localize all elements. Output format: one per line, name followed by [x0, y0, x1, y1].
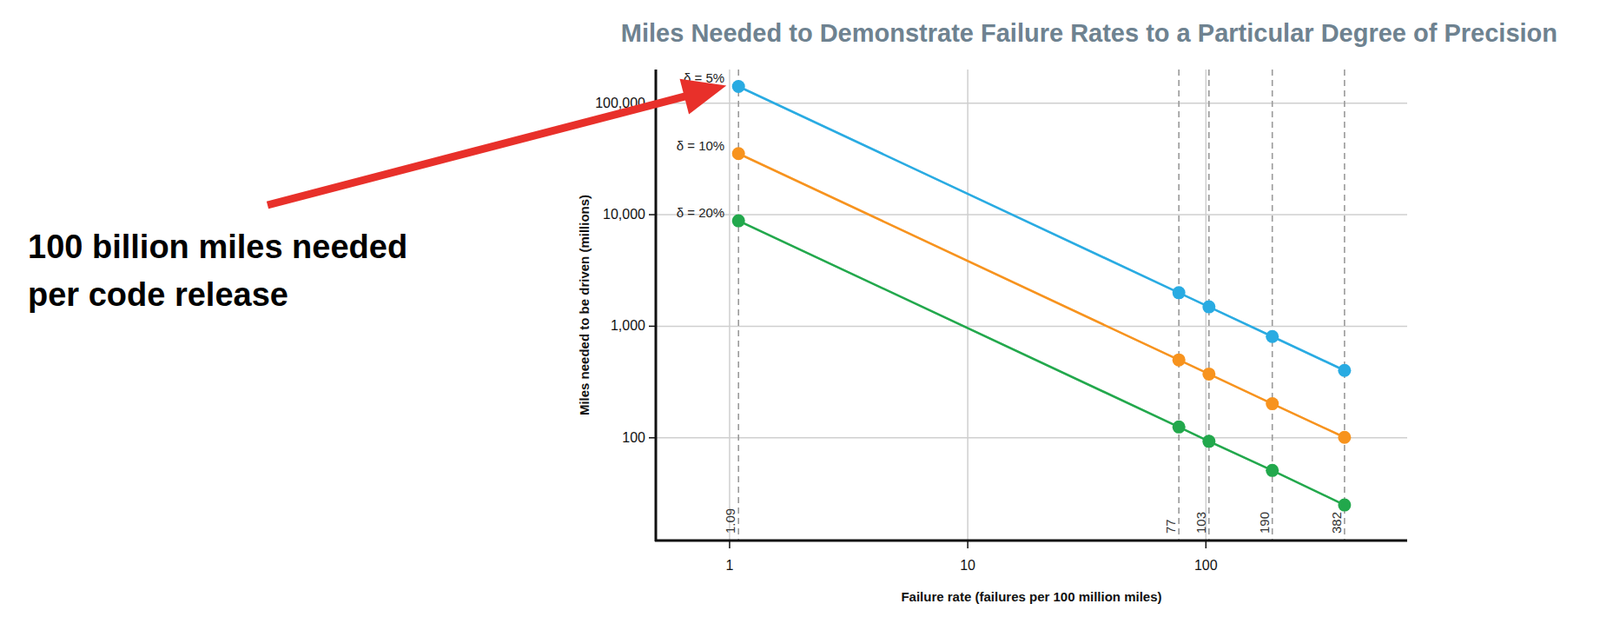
grid-line [655, 325, 1408, 328]
grid-line [728, 69, 731, 541]
y-tick [648, 325, 656, 328]
x-tick-label: 1 [725, 557, 734, 573]
reference-line [1343, 69, 1346, 541]
series-label: δ = 20% [676, 204, 725, 220]
data-point [1172, 353, 1186, 367]
x-tick [728, 540, 731, 549]
data-point [1172, 420, 1186, 434]
x-axis-label: Failure rate (failures per 100 million m… [900, 588, 1162, 604]
data-point [1265, 330, 1279, 344]
grid-line [655, 102, 1408, 105]
x-tick [1205, 540, 1208, 549]
y-tick [648, 436, 656, 439]
arrow-head [680, 79, 728, 115]
data-point [732, 214, 746, 228]
series-line [738, 153, 1345, 438]
grid-line [655, 436, 1408, 439]
x-tick [966, 540, 969, 549]
data-point [1172, 285, 1186, 299]
series-label: δ = 10% [676, 138, 725, 153]
y-tick-label: 1,000 [610, 317, 646, 333]
data-point [1337, 430, 1351, 444]
y-axis [654, 69, 658, 542]
reference-line [1177, 69, 1180, 541]
x-value-label: 382 [1328, 511, 1344, 534]
data-point [1202, 367, 1216, 381]
data-point [732, 79, 746, 93]
data-point [1337, 498, 1351, 512]
data-point [1265, 396, 1279, 410]
x-tick-label: 100 [1194, 557, 1218, 573]
x-value-label: 1.09 [722, 508, 738, 534]
title: Miles Needed to Demonstrate Failure Rate… [621, 19, 1558, 47]
data-point [732, 146, 746, 160]
x-value-label: 190 [1256, 511, 1272, 534]
x-value-label: 77 [1163, 518, 1178, 534]
arrow-shaft [267, 96, 687, 205]
annotation: per code release [27, 276, 289, 313]
data-point [1265, 463, 1279, 477]
grid-line [655, 213, 1408, 216]
x-axis [654, 539, 1408, 543]
y-axis-label: Miles needed to be driven (millions) [576, 194, 592, 416]
annotation: 100 billion miles needed [27, 228, 408, 265]
data-point [1202, 434, 1216, 448]
series-line [738, 220, 1345, 505]
data-point [1337, 363, 1351, 377]
chart: Miles Needed to Demonstrate Failure Rate… [0, 0, 1600, 617]
y-tick [648, 213, 656, 216]
x-value-label: 103 [1193, 511, 1209, 534]
data-point [1202, 300, 1216, 314]
y-tick-label: 100 [621, 429, 646, 445]
reference-line [737, 69, 740, 541]
y-tick-label: 10,000 [602, 206, 646, 222]
marks [732, 79, 1352, 512]
x-tick-label: 10 [959, 557, 976, 573]
grid-line [966, 69, 969, 541]
series-line [738, 85, 1345, 371]
